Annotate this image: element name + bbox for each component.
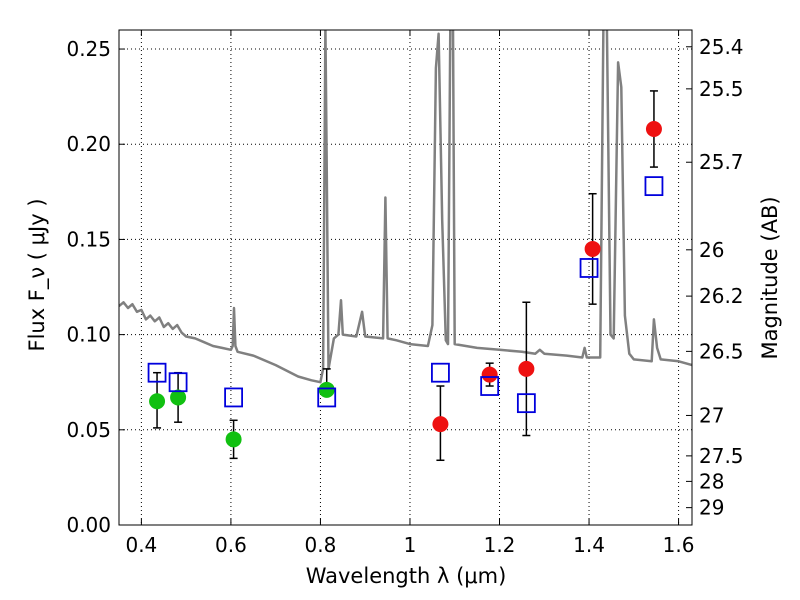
data-point	[149, 393, 166, 410]
x-tick-label: 0.8	[305, 533, 337, 557]
data-point	[170, 389, 187, 406]
x-tick-label: 1.2	[484, 533, 516, 557]
right-tick-label: 25.4	[699, 35, 744, 59]
y-tick-label: 0.00	[66, 513, 111, 537]
right-tick-label: 26.5	[699, 339, 744, 363]
model-point	[579, 258, 599, 278]
model-point	[317, 387, 337, 408]
right-tick-label: 28	[699, 469, 724, 493]
data-point	[225, 431, 242, 448]
grid	[119, 30, 692, 526]
right-axis-ticks: 25.4 25.5 25.7 26 26.2 26.5 27 27.528 29	[686, 35, 744, 520]
model-point	[147, 362, 167, 383]
data-point	[584, 240, 601, 257]
y-tick-label: 0.15	[66, 227, 111, 251]
x-tick-label: 1.4	[573, 533, 605, 557]
x-tick-label: 1	[404, 533, 417, 557]
spectrum-layer	[119, 30, 692, 384]
right-axis-label: Magnitude (AB)	[758, 196, 782, 359]
right-tick-label: 25.7	[699, 150, 744, 174]
x-tick-label: 0.4	[125, 533, 157, 557]
model-point	[644, 176, 664, 197]
error-bars	[153, 90, 658, 462]
right-tick-label: 29	[699, 496, 724, 520]
data-point	[481, 366, 498, 383]
right-tick-label: 27	[699, 403, 724, 427]
x-axis-label: Wavelength λ (μm)	[306, 564, 507, 588]
data-point	[318, 381, 335, 398]
y-tick-label: 0.20	[66, 132, 111, 156]
data-point	[432, 416, 449, 433]
model-point	[224, 387, 244, 408]
x-tick-label: 1.6	[663, 533, 695, 557]
spectrum-line	[119, 30, 692, 384]
right-tick-label: 26	[699, 238, 724, 262]
model-point	[168, 372, 188, 393]
data-point	[645, 121, 662, 137]
x-tick-label: 0.6	[215, 533, 247, 557]
y-tick-label: 0.10	[66, 323, 111, 347]
right-tick-label: 26.2	[699, 284, 744, 308]
y-tick-label: 0.05	[66, 418, 111, 442]
model-point	[480, 376, 500, 396]
right-tick-label: 27.5	[699, 444, 744, 468]
plot-frame	[118, 29, 693, 526]
model-point	[516, 393, 536, 414]
model-point	[431, 362, 450, 383]
right-tick-label: 25.5	[699, 77, 744, 101]
y-axis-ticks: 0.00 0.05 0.10 0.15 0.20 0.25	[66, 37, 125, 537]
y-tick-label: 0.25	[66, 37, 111, 61]
data-point	[518, 360, 535, 377]
data-markers	[147, 121, 664, 448]
x-axis-ticks: 0.4 0.6 0.8 1 1.2 1.4 1.6	[125, 30, 694, 557]
y-axis-label: Flux F_ν ( μJy )	[25, 198, 50, 351]
